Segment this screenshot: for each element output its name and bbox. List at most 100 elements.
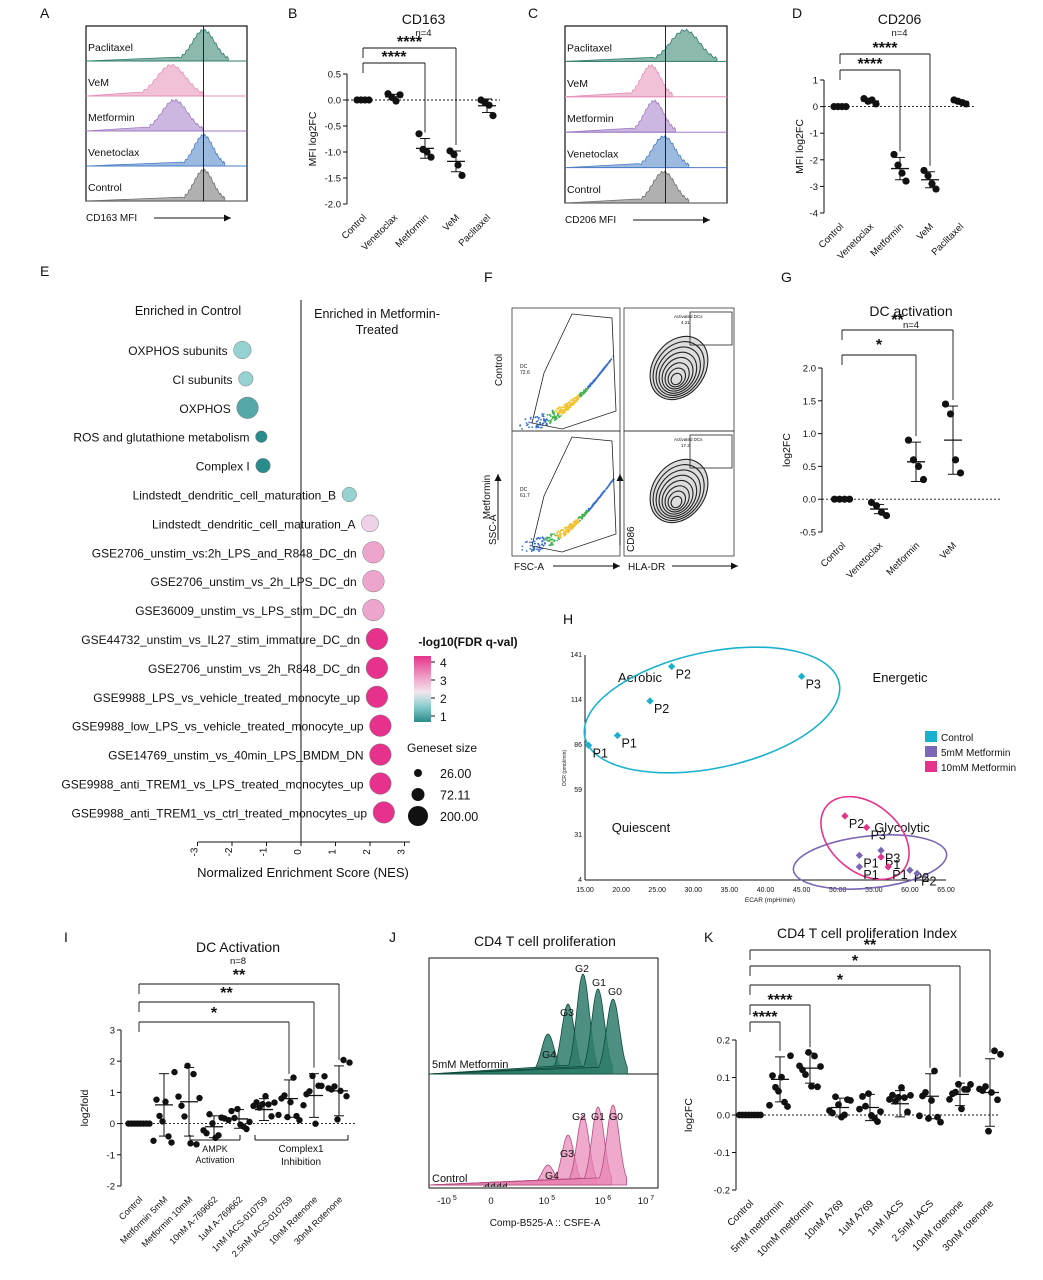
event-dot — [536, 537, 539, 540]
enrichment-bubble — [255, 458, 271, 474]
data-point — [196, 1094, 203, 1102]
histogram-panel-C: Paclitaxel VeM Metformin Venetoclax Control — [564, 25, 728, 204]
event-dot — [584, 513, 587, 515]
density-contour — [667, 490, 687, 511]
category-label: VeM — [938, 540, 959, 561]
event-dot — [534, 416, 537, 419]
y-tick-label: -0.5 — [800, 528, 816, 539]
data-point — [312, 1120, 319, 1127]
event-dot — [531, 426, 534, 428]
y-tick-label: 0 — [110, 1119, 115, 1130]
data-point — [287, 1098, 294, 1106]
event-dot — [571, 525, 574, 528]
data-point — [262, 1092, 269, 1100]
event-dot — [545, 422, 548, 425]
event-dot — [550, 541, 553, 544]
event-dot — [543, 542, 546, 545]
y-tick-label: -0.1 — [714, 1148, 730, 1159]
point-label: P3 — [806, 677, 821, 691]
data-point — [178, 1102, 185, 1109]
data-point — [331, 1083, 338, 1090]
event-dot — [557, 407, 559, 410]
color-legend-tick: 3 — [440, 674, 447, 688]
event-dot — [591, 505, 593, 508]
event-dot — [532, 548, 535, 550]
chart-subtitle: n=4 — [415, 28, 431, 39]
y-tick-label: -2.0 — [325, 200, 341, 211]
event-dot — [556, 410, 558, 413]
quadrant-label: Quiescent — [612, 820, 671, 835]
y-tick-label: 114 — [571, 697, 582, 704]
event-dot — [542, 544, 545, 547]
x-tick-label: 3 — [397, 849, 408, 855]
data-point — [991, 1047, 998, 1055]
data-point — [931, 1067, 938, 1075]
event-dot — [566, 526, 568, 529]
event-dot — [542, 418, 545, 420]
group-label: Complex1 — [278, 1144, 323, 1155]
event-dot — [541, 415, 544, 417]
y-tick-label: -1.5 — [325, 174, 341, 185]
significance-stars: **** — [753, 1009, 779, 1026]
event-dot — [525, 550, 528, 552]
y-tick-label: -0.5 — [325, 122, 341, 133]
data-point — [259, 1101, 266, 1108]
event-dot — [546, 414, 549, 416]
event-dot — [562, 529, 565, 532]
y-tick-label: 86 — [574, 742, 582, 749]
size-legend-dot — [408, 806, 428, 826]
enrichment-bubble — [362, 541, 385, 564]
data-point — [865, 1090, 872, 1098]
panel-letter-C: C — [528, 5, 538, 21]
data-point — [415, 130, 423, 138]
event-dot — [533, 540, 536, 543]
event-dot — [546, 537, 549, 540]
event-dot — [541, 543, 544, 546]
x-tick-label: 25.00 — [648, 887, 666, 894]
fsc-arrow-head — [613, 562, 620, 570]
event-dot — [548, 544, 551, 547]
event-dot — [568, 406, 571, 408]
event-dot — [559, 411, 562, 414]
histogram-panel-A: Paclitaxel VeM Metformin Venetoclax Control — [85, 25, 248, 202]
data-point — [855, 863, 864, 871]
legend-swatch — [925, 731, 937, 742]
data-point — [225, 1116, 232, 1124]
data-point — [153, 1096, 160, 1103]
gate-value: 61.7 — [520, 493, 530, 499]
enrichment-bubble — [365, 627, 388, 651]
x-tick-label: 60.00 — [901, 887, 919, 894]
event-dot — [575, 398, 577, 400]
y-tick-label: 0.5 — [328, 70, 341, 81]
event-dot — [537, 542, 539, 545]
dot-panel-K — [736, 1047, 1004, 1135]
data-point — [392, 97, 400, 105]
event-dot — [563, 404, 566, 406]
event-dot — [528, 421, 531, 424]
legend-swatch — [925, 761, 937, 772]
event-dot — [556, 533, 559, 535]
event-dot — [573, 524, 575, 527]
event-dot — [550, 533, 552, 535]
data-point — [814, 1083, 821, 1091]
data-point — [797, 672, 806, 681]
y-tick-label: 31 — [574, 832, 582, 839]
event-dot — [567, 526, 570, 528]
track-label: 5mM Metformin — [432, 1059, 508, 1071]
event-dot — [535, 420, 538, 423]
category-label: VeM — [915, 221, 936, 242]
data-point — [829, 1109, 836, 1117]
event-dot — [557, 414, 560, 416]
data-point — [937, 1118, 944, 1126]
event-dot — [580, 391, 582, 394]
data-point — [847, 1097, 854, 1104]
category-label: Paclitaxel — [930, 221, 967, 258]
data-point — [775, 1087, 782, 1095]
chart-subtitle: n=8 — [230, 956, 246, 967]
data-point — [907, 1091, 914, 1099]
legend-label: 5mM Metformin — [941, 748, 1010, 759]
track-label: Paclitaxel — [88, 42, 133, 54]
data-point — [951, 456, 960, 464]
event-dot — [550, 534, 552, 537]
event-dot — [533, 542, 536, 545]
